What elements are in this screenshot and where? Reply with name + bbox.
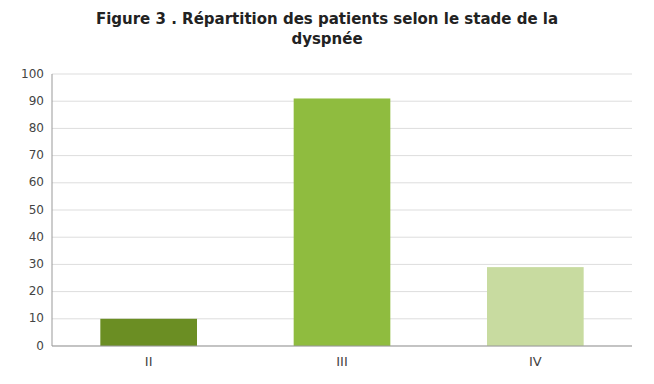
x-tick-label: II — [145, 354, 153, 369]
grid-line — [52, 74, 632, 75]
title-line: Figure 3 . Répartition des patients selo… — [96, 10, 558, 28]
y-tick-label: 90 — [29, 94, 44, 108]
y-tick-label: 80 — [29, 121, 44, 135]
y-tick-label: 50 — [29, 203, 44, 217]
bar — [100, 319, 197, 346]
y-tick-label: 20 — [29, 284, 44, 298]
y-tick-label: 10 — [29, 311, 44, 325]
axes: IIIIIIV — [52, 74, 632, 369]
y-tick-label: 60 — [29, 175, 44, 189]
y-axis: 0 10 20 30 40 50 60 70 80 90 100 — [21, 67, 632, 353]
y-tick-label: 40 — [29, 230, 44, 244]
title-line: dyspnée — [291, 30, 362, 48]
bars — [100, 98, 583, 346]
title: Figure 3 . Répartition des patients selo… — [96, 10, 558, 48]
y-axis-line — [52, 74, 53, 346]
y-tick-label: 100 — [21, 67, 44, 81]
y-tick-label: 70 — [29, 148, 44, 162]
x-tick-label: III — [336, 354, 348, 369]
x-tick-label: IV — [529, 354, 542, 369]
y-tick-label: 30 — [29, 257, 44, 271]
y-tick-label: 0 — [36, 339, 44, 353]
bar — [487, 267, 584, 346]
bar — [294, 98, 391, 346]
grid-line — [52, 346, 632, 347]
chart-container: Figure 3 . Répartition des patients selo… — [0, 0, 654, 384]
chart: Figure 3 . Répartition des patients selo… — [0, 0, 654, 384]
x-axis-line — [52, 346, 632, 347]
